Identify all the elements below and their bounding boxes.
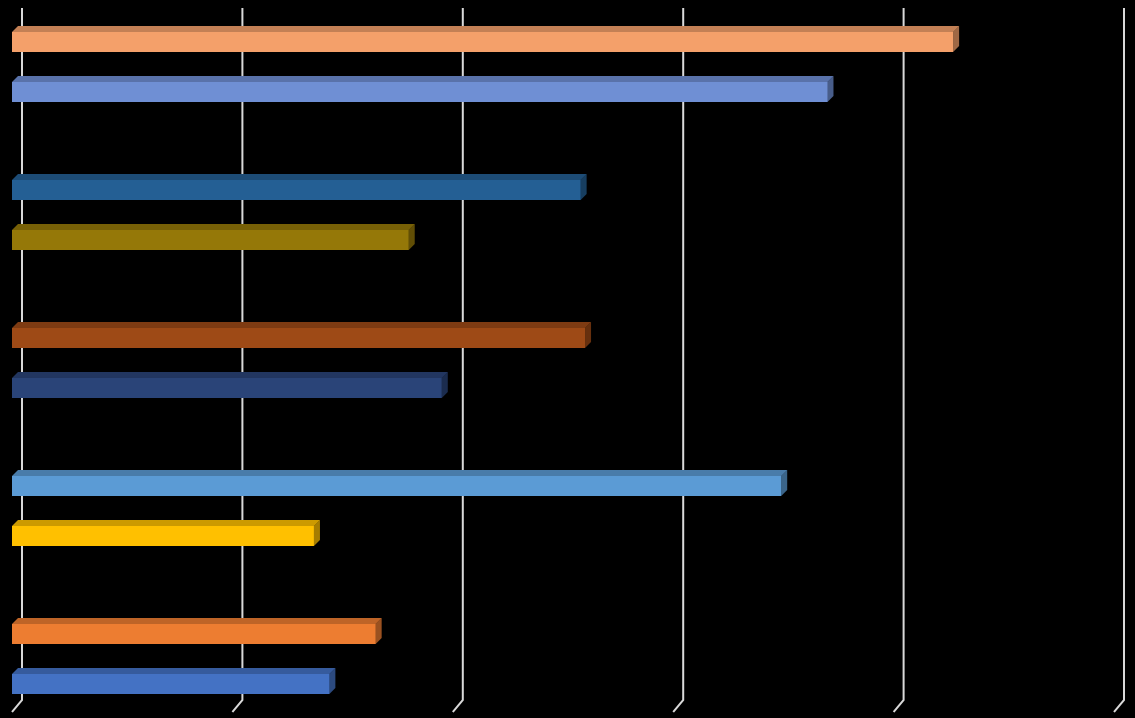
bar-top	[12, 26, 960, 32]
bar-side	[827, 76, 834, 102]
grid-line	[672, 8, 685, 713]
bar	[12, 26, 960, 52]
bar	[12, 174, 587, 200]
bar-side	[441, 372, 448, 398]
bar-side	[953, 26, 960, 52]
bar-front	[12, 180, 581, 200]
bar-front	[12, 476, 782, 496]
bar	[12, 618, 382, 644]
bar-front	[12, 32, 954, 52]
bar	[12, 224, 415, 250]
bar-front	[12, 230, 409, 250]
bar-side	[781, 470, 788, 496]
bar-top	[12, 322, 592, 328]
grid-line	[11, 8, 23, 713]
bar-side	[313, 520, 320, 546]
bar-top	[12, 520, 320, 526]
bar-top	[12, 668, 336, 674]
grid-line	[892, 8, 905, 713]
bar-front	[12, 624, 376, 644]
grid-line	[1113, 8, 1125, 713]
bar-front	[12, 378, 442, 398]
bar-front	[12, 328, 586, 348]
bar-front	[12, 82, 828, 102]
bar-side	[580, 174, 587, 200]
bar-front	[12, 526, 314, 546]
bar-top	[12, 372, 448, 378]
bar	[12, 76, 834, 102]
bar-top	[12, 174, 587, 180]
bar	[12, 520, 320, 546]
bar-top	[12, 224, 415, 230]
bar-side	[585, 322, 592, 348]
bar-side	[375, 618, 382, 644]
grid-line	[452, 8, 464, 713]
bar	[12, 668, 336, 694]
bar-front	[12, 674, 330, 694]
grid-line	[231, 8, 244, 713]
bar-top	[12, 470, 788, 476]
bar-top	[12, 618, 382, 624]
bar	[12, 372, 448, 398]
bar	[12, 470, 788, 496]
bar-side	[329, 668, 336, 694]
bar-side	[408, 224, 415, 250]
bar-top	[12, 76, 834, 82]
bar	[12, 322, 592, 348]
